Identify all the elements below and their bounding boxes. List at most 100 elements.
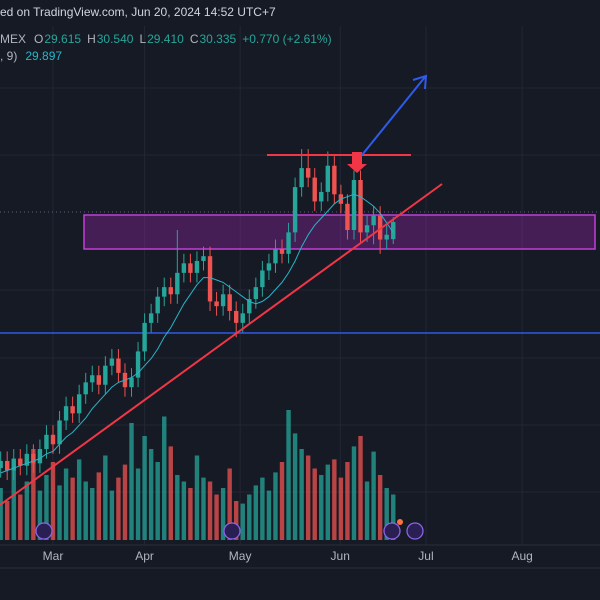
volume-bar — [83, 481, 88, 540]
candle-body — [273, 249, 278, 264]
candle-body — [148, 313, 154, 323]
candle-body — [142, 322, 147, 352]
field-value: 30.335 — [200, 32, 237, 46]
change: +0.770 (+2.61%) — [242, 32, 331, 46]
volume-bar — [181, 481, 187, 540]
candle-body — [109, 358, 115, 366]
candle-body — [70, 406, 75, 414]
candle-body — [279, 249, 285, 254]
volume-bar — [135, 468, 141, 540]
candle-body — [384, 234, 389, 240]
volume-bar — [90, 488, 95, 540]
volume-bar — [227, 468, 232, 540]
volume-bar — [214, 494, 219, 540]
volume-bar — [345, 462, 350, 540]
candle-body — [83, 382, 88, 395]
candle-body — [371, 215, 376, 226]
up-arrow — [361, 76, 426, 156]
candle-body — [247, 299, 252, 314]
volume-pane — [0, 410, 396, 540]
replay-icons — [35, 522, 424, 540]
volume-bar — [266, 490, 272, 540]
volume-bar — [57, 485, 62, 540]
candle-body — [377, 215, 383, 240]
candle-body — [90, 375, 95, 383]
volume-bar — [76, 459, 82, 540]
field-value: 29.615 — [44, 32, 81, 46]
candle-body — [286, 232, 291, 254]
candle-body — [188, 263, 193, 273]
volume-bar — [31, 449, 36, 540]
volume-bar — [37, 490, 43, 540]
volume-bar — [175, 475, 180, 540]
volume-bar — [44, 475, 49, 540]
candle-body — [31, 453, 36, 464]
down-arrow — [347, 152, 367, 173]
volume-bar — [194, 455, 200, 540]
candle-body — [234, 310, 239, 323]
candle-body — [135, 351, 141, 378]
alert-dot — [397, 519, 403, 525]
candle-body — [345, 203, 350, 230]
candle-body — [44, 434, 49, 450]
volume-bar — [129, 423, 134, 540]
candle-body — [57, 420, 62, 445]
x-ticks: Mar Apr May Jun Jul Aug — [43, 549, 533, 563]
candle-body — [168, 287, 173, 295]
candle-body — [312, 177, 317, 202]
volume-bar — [273, 472, 278, 540]
x-tick-label: Apr — [135, 549, 154, 563]
field-label: O — [34, 32, 43, 46]
up-arrow-head — [412, 74, 428, 90]
candle-body — [96, 375, 102, 385]
volume-bar — [168, 446, 173, 540]
volume-bar — [299, 449, 304, 540]
candles — [0, 149, 396, 480]
ma-line — [0, 193, 394, 474]
volume-bar — [50, 462, 56, 540]
volume-bar — [319, 475, 324, 540]
candle-body — [18, 458, 23, 466]
candle-body — [201, 256, 206, 261]
candle-body — [11, 458, 16, 471]
candle-body — [194, 260, 200, 273]
candle-body — [220, 294, 226, 307]
field-value: 30.540 — [97, 32, 134, 46]
candle-body — [260, 270, 265, 288]
volume-bar — [312, 468, 317, 540]
volume-bar — [116, 477, 121, 540]
candle-body — [181, 263, 187, 273]
x-tick-label: Mar — [43, 549, 64, 563]
candle-body — [299, 168, 304, 188]
candle-body — [391, 222, 396, 240]
volume-bar — [122, 464, 128, 540]
volume-bar — [358, 436, 363, 540]
candle-body — [351, 180, 357, 230]
volume-bar — [253, 485, 259, 540]
candle-body — [0, 460, 3, 469]
volume-bar — [234, 501, 239, 540]
volume-bar — [292, 433, 298, 540]
volume-bar — [18, 494, 23, 540]
volume-bar — [4, 501, 10, 540]
candle-body — [37, 449, 43, 464]
candle-body — [240, 313, 245, 323]
candle-body — [364, 225, 370, 233]
candle-body — [207, 256, 213, 302]
volume-bar — [70, 477, 75, 540]
volume-bar — [371, 451, 376, 540]
x-tick-label: Aug — [511, 549, 532, 563]
candle-body — [227, 294, 232, 311]
candle-body — [129, 377, 134, 388]
x-tick-label: Jul — [418, 549, 433, 563]
caption: ed on TradingView.com, Jun 20, 2024 14:5… — [0, 5, 276, 19]
candle-body — [305, 168, 311, 178]
header-bg — [0, 0, 600, 26]
volume-bar — [162, 416, 167, 540]
volume-bar — [377, 475, 383, 540]
volume-bar — [391, 494, 396, 540]
volume-bar — [103, 455, 108, 540]
volume-bar — [155, 462, 160, 540]
candle-body — [214, 301, 219, 307]
volume-bar — [0, 488, 3, 540]
